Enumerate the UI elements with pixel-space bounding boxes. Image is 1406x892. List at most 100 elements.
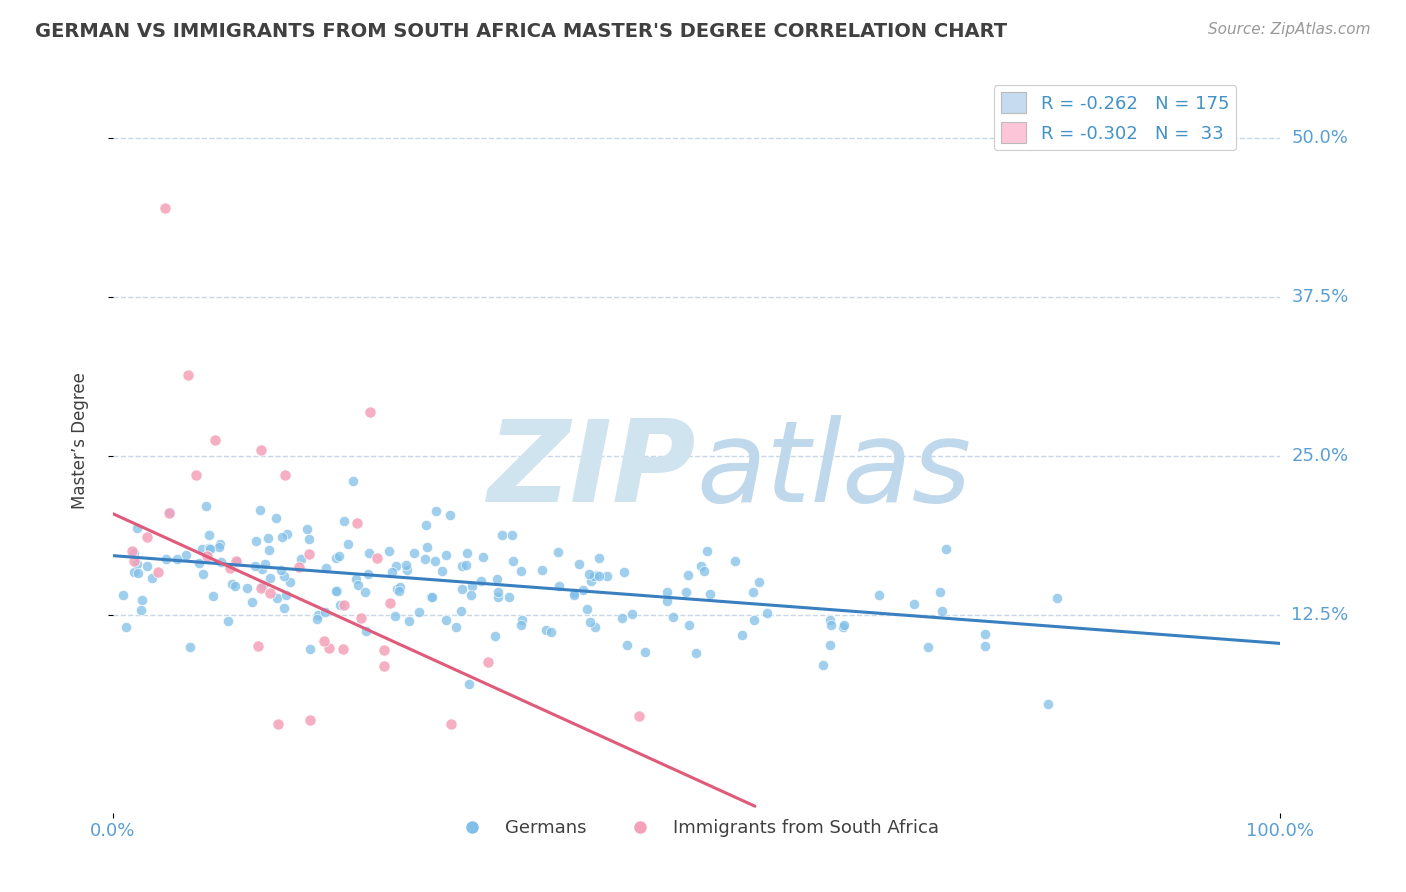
Point [366,550,388,565]
Point [675,585,697,599]
Point [461,579,484,593]
Point [225,554,247,568]
Point [270,531,292,545]
Point [699,587,721,601]
Point [381,565,404,579]
Point [731,628,754,642]
Point [450,604,472,618]
Point [298,547,321,561]
Point [491,528,513,542]
Point [935,542,957,557]
Point [610,611,633,625]
Point [547,545,569,559]
Point [917,640,939,654]
Point [122,565,145,579]
Point [122,554,145,568]
Point [250,442,273,457]
Point [415,518,437,533]
Legend: Germans, Immigrants from South Africa: Germans, Immigrants from South Africa [447,812,946,845]
Point [266,591,288,605]
Point [250,581,273,595]
Text: 37.5%: 37.5% [1292,288,1348,307]
Point [510,617,533,632]
Point [423,553,446,567]
Point [579,615,602,629]
Point [661,610,683,624]
Point [373,659,395,673]
Point [141,571,163,585]
Text: Source: ZipAtlas.com: Source: ZipAtlas.com [1208,22,1371,37]
Point [195,499,218,513]
Point [332,642,354,657]
Point [252,578,274,592]
Point [420,590,443,604]
Point [131,603,153,617]
Point [755,606,778,620]
Point [333,514,356,528]
Point [446,619,468,633]
Point [356,567,378,582]
Point [903,597,925,611]
Point [273,601,295,615]
Point [484,629,506,643]
Y-axis label: Master’s Degree: Master’s Degree [72,372,89,509]
Point [273,569,295,583]
Point [326,584,349,599]
Point [356,624,378,639]
Point [613,566,636,580]
Point [333,598,356,612]
Point [485,572,508,586]
Point [596,569,619,583]
Point [131,593,153,607]
Point [257,531,280,545]
Point [236,581,259,595]
Point [329,598,352,612]
Point [380,596,402,610]
Point [456,546,478,560]
Point [305,612,328,626]
Point [460,588,482,602]
Point [470,574,492,589]
Point [547,579,569,593]
Point [166,551,188,566]
Point [198,542,221,557]
Point [498,590,520,604]
Point [245,559,267,574]
Point [583,620,606,634]
Point [385,559,408,574]
Point [486,585,509,599]
Point [655,594,678,608]
Point [208,537,231,551]
Point [276,527,298,541]
Point [413,552,436,566]
Point [198,527,221,541]
Text: 50.0%: 50.0% [1292,129,1348,147]
Point [458,676,481,690]
Point [486,591,509,605]
Point [240,595,263,609]
Point [439,508,461,522]
Point [501,528,523,542]
Point [562,586,585,600]
Point [354,585,377,599]
Point [509,564,531,578]
Point [135,530,157,544]
Point [396,563,419,577]
Point [583,568,606,582]
Point [127,521,149,535]
Point [266,716,288,731]
Point [298,533,321,547]
Point [676,568,699,582]
Point [387,582,409,596]
Point [159,505,181,519]
Point [818,613,841,627]
Point [278,574,301,589]
Point [832,620,855,634]
Point [451,559,474,574]
Point [179,640,201,654]
Point [318,640,340,655]
Point [928,584,950,599]
Point [342,475,364,489]
Point [1046,591,1069,606]
Point [685,646,707,660]
